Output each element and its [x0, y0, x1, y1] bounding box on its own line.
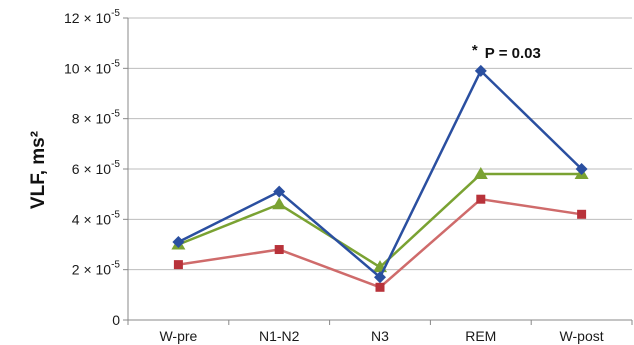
data-point-diamond	[374, 271, 386, 284]
y-tick-label: 4 × 10-5	[72, 209, 121, 227]
data-point-square	[173, 260, 183, 270]
data-point-square	[375, 282, 385, 292]
x-tick-label: W-pre	[159, 328, 197, 344]
y-tick-label: 8 × 10-5	[72, 109, 121, 127]
x-tick-label: N1-N2	[259, 328, 300, 344]
series-line	[177, 172, 582, 269]
data-point-square	[577, 209, 587, 219]
x-tick-label: W-post	[560, 328, 604, 344]
data-point-square	[274, 245, 284, 255]
data-point-diamond	[474, 64, 487, 77]
data-point-diamond	[172, 235, 185, 248]
significance-label: P = 0.03	[485, 45, 541, 62]
y-tick-labels: 0 2 × 10-5 4 × 10-5 6 × 10-5 8 × 10-5 10 × 10…	[64, 8, 120, 328]
data-point-triangle	[272, 197, 287, 210]
series-diamond	[172, 64, 588, 284]
axes	[127, 18, 632, 321]
data-point-diamond	[575, 163, 588, 175]
y-tick-label: 10 × 10-5	[64, 58, 120, 76]
data-point-square	[476, 194, 486, 204]
series	[171, 64, 589, 292]
data-point-triangle	[473, 167, 488, 180]
y-axis-title: VLF, ms²	[28, 131, 49, 209]
x-tick-label: REM	[465, 328, 496, 344]
y-tick-label: 6 × 10-5	[72, 159, 121, 177]
gridlines	[123, 17, 632, 321]
x-tick-label: N3	[371, 328, 389, 344]
x-tick-labels: W-pre N1-N2 N3 REM W-post	[127, 320, 633, 344]
y-tick-label: 0	[112, 312, 120, 328]
significance-star: *	[472, 42, 478, 59]
series-square	[173, 194, 587, 292]
data-point-diamond	[273, 185, 286, 198]
annotations: * P = 0.03	[472, 42, 541, 62]
y-tick-label: 12 × 10-5	[64, 8, 120, 26]
y-tick-label: 2 × 10-5	[72, 260, 121, 278]
